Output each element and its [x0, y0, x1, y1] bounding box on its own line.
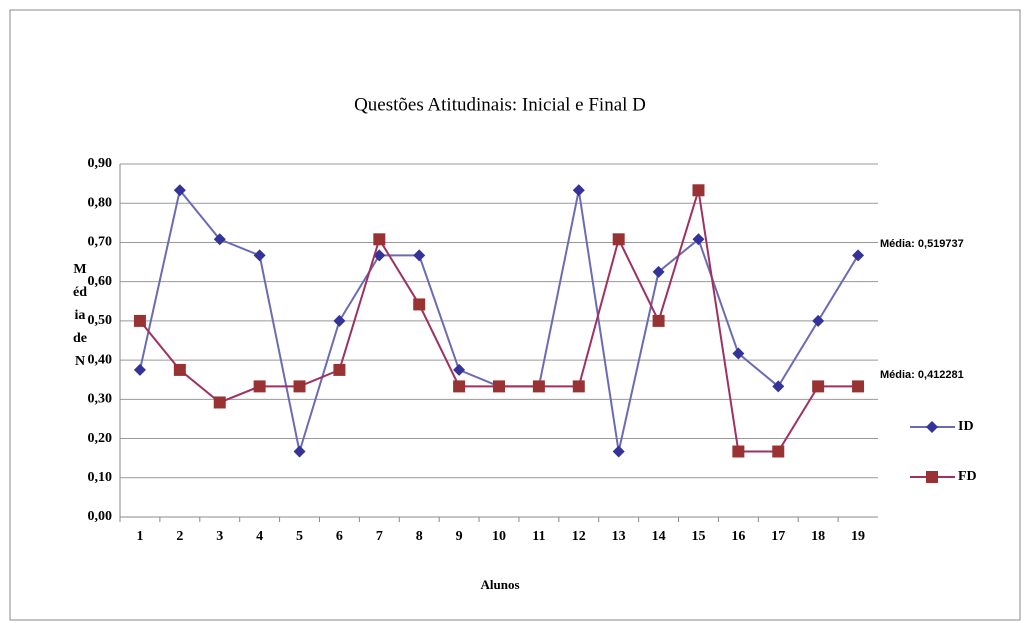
- data-point: [493, 380, 505, 393]
- data-point: [253, 249, 266, 262]
- data-point: [173, 184, 186, 197]
- y-axis-label: M: [73, 262, 86, 277]
- data-point: [532, 380, 545, 393]
- data-point: [572, 380, 585, 393]
- annotation: Média: 0,412281: [880, 369, 964, 381]
- x-tick-label: 18: [811, 529, 825, 544]
- chart-title: Questões Atitudinais: Inicial e Final D: [354, 94, 646, 115]
- y-axis-label: de: [73, 331, 87, 346]
- data-point: [253, 380, 266, 393]
- data-point: [373, 233, 386, 246]
- annotation: Média: 0,519737: [880, 238, 964, 250]
- data-point: [852, 249, 865, 262]
- data-point: [333, 314, 346, 327]
- data-point: [812, 314, 825, 327]
- data-point: [133, 363, 146, 376]
- y-tick-label: 0,10: [88, 470, 113, 485]
- x-tick-label: 4: [256, 529, 263, 544]
- x-tick-label: 1: [136, 529, 143, 544]
- data-point: [413, 298, 426, 311]
- x-tick-label: 12: [572, 529, 586, 544]
- data-point: [692, 184, 705, 197]
- y-tick-label: 0,30: [88, 392, 113, 407]
- data-point: [213, 396, 226, 409]
- data-point: [772, 445, 785, 458]
- x-tick-label: 6: [336, 529, 343, 544]
- x-tick-label: 13: [612, 529, 626, 544]
- data-point: [413, 249, 426, 262]
- x-tick-label: 17: [771, 529, 785, 544]
- x-tick-label: 3: [216, 529, 223, 544]
- data-point: [652, 314, 665, 327]
- legend-marker: [926, 471, 938, 483]
- y-tick-label: 0,90: [88, 156, 113, 171]
- data-point: [333, 363, 346, 376]
- data-point: [572, 184, 585, 197]
- data-point: [293, 445, 306, 458]
- x-axis-label: Alunos: [480, 577, 519, 592]
- y-tick-label: 0,80: [88, 195, 113, 210]
- data-point: [213, 233, 226, 246]
- data-point: [812, 380, 825, 393]
- chart-frame: [9, 9, 1021, 621]
- legend-label: FD: [958, 469, 977, 484]
- legend-label: ID: [958, 419, 974, 434]
- x-tick-label: 2: [176, 529, 183, 544]
- y-tick-label: 0,20: [88, 431, 113, 446]
- x-tick-label: 19: [851, 529, 865, 544]
- data-point: [133, 314, 146, 327]
- legend-marker: [926, 421, 938, 433]
- data-point: [772, 380, 785, 393]
- data-point: [692, 233, 705, 246]
- data-point: [453, 363, 466, 376]
- y-tick-label: 0,60: [88, 274, 113, 289]
- y-tick-label: 0,00: [88, 509, 113, 524]
- x-tick-label: 15: [691, 529, 705, 544]
- y-tick-label: 0,70: [88, 235, 113, 250]
- y-axis-label: ia: [75, 308, 86, 323]
- data-point: [173, 363, 186, 376]
- x-tick-label: 11: [532, 529, 545, 544]
- x-tick-label: 10: [492, 529, 506, 544]
- y-tick-label: 0,40: [88, 352, 113, 367]
- data-point: [612, 445, 625, 458]
- data-point: [852, 380, 865, 393]
- data-point: [453, 380, 466, 393]
- x-tick-label: 16: [731, 529, 745, 544]
- x-tick-label: 14: [652, 529, 666, 544]
- data-point: [732, 445, 745, 458]
- y-axis-label: éd: [73, 285, 87, 300]
- y-axis-label: N: [75, 354, 85, 369]
- x-tick-label: 7: [376, 529, 383, 544]
- x-tick-label: 5: [296, 529, 303, 544]
- data-point: [293, 380, 306, 393]
- y-tick-label: 0,50: [88, 313, 113, 328]
- data-point: [732, 347, 745, 360]
- x-tick-label: 8: [416, 529, 423, 544]
- data-point: [612, 233, 625, 246]
- x-tick-label: 9: [456, 529, 463, 544]
- data-point: [652, 265, 665, 278]
